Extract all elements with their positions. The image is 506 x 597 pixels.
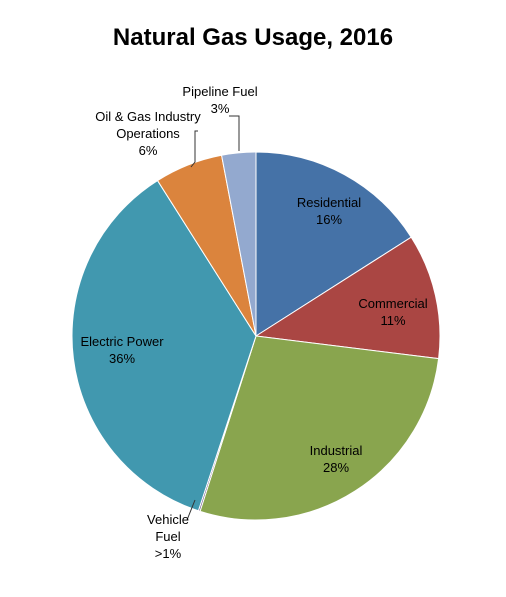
chart-title: Natural Gas Usage, 2016 [112, 24, 394, 51]
pie-slice-electric-power [71, 179, 257, 512]
data-label-commercial: Commercial 11% [358, 296, 427, 328]
pie-slice-pipeline-fuel [220, 151, 257, 337]
data-label-industrial: Industrial 28% [310, 443, 363, 475]
leader-line-oil-gas [190, 130, 198, 168]
pie-slice-commercial [254, 236, 441, 360]
data-label-residential: Residential 16% [297, 195, 361, 227]
data-label-oil-gas-industry-operations: Oil & Gas Industry Operations 6% [95, 109, 201, 158]
pie-slice-industrial [199, 335, 440, 521]
data-label-pipeline-fuel: Pipeline Fuel 3% [182, 84, 257, 116]
data-label-vehicle-fuel: Vehicle Fuel >1% [147, 512, 189, 561]
leader-line-vehicle-fuel [186, 499, 196, 521]
pie-slice-residential [255, 151, 412, 337]
data-label-electric-power: Electric Power 36% [80, 334, 164, 366]
leader-line-pipeline-fuel [229, 115, 240, 151]
